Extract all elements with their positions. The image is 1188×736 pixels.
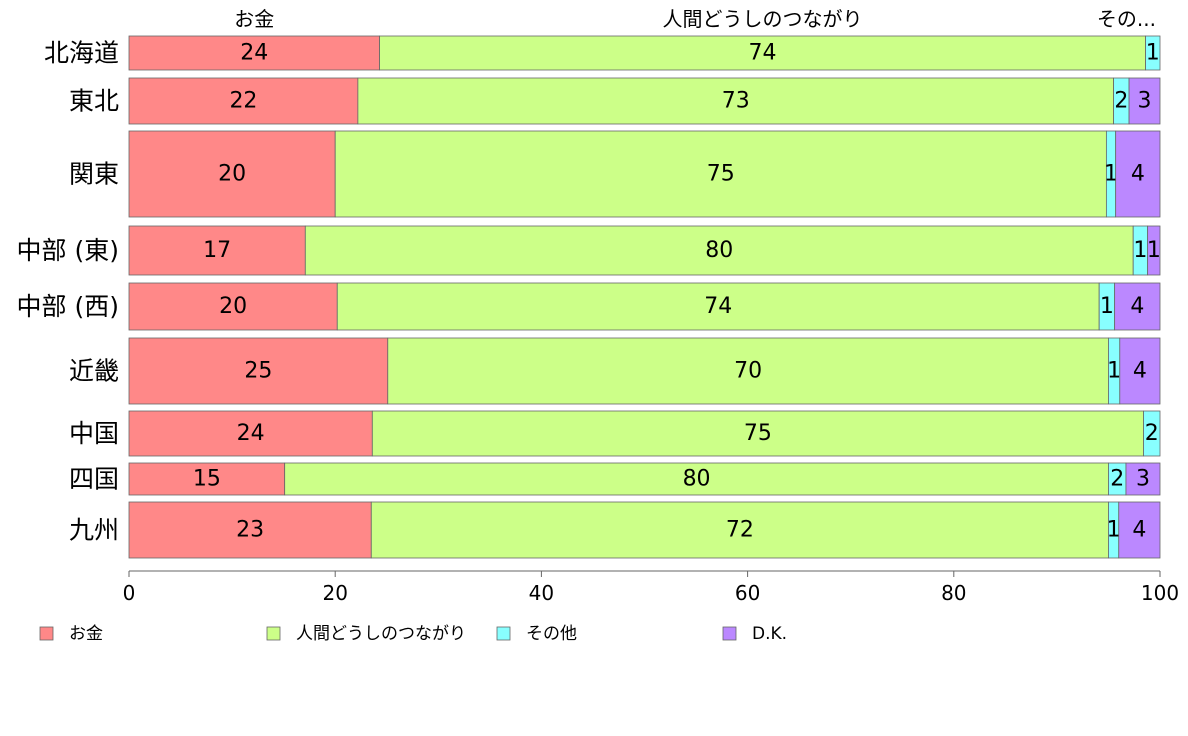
legend-swatch: [39, 626, 54, 641]
x-tick-label: 20: [322, 581, 347, 605]
bar-segment: [1143, 410, 1161, 457]
data-label: 23: [236, 518, 264, 543]
bar-segment: [371, 410, 1144, 457]
bar-segment: [128, 410, 373, 457]
data-label: 70: [734, 359, 762, 384]
bar-segment: [1119, 337, 1161, 405]
data-label: 72: [726, 518, 754, 543]
bar-segment: [1128, 77, 1161, 125]
data-label: 17: [203, 238, 231, 263]
bar-segment: [128, 282, 338, 331]
x-tick-label: 0: [123, 581, 136, 605]
x-tick-label: 60: [735, 581, 760, 605]
category-label: 中国: [69, 419, 119, 448]
bar-segment: [387, 337, 1109, 405]
data-label: 3: [1138, 89, 1152, 114]
data-label: 1: [1146, 41, 1160, 66]
bar-segment: [1145, 35, 1161, 71]
data-label: 1: [1100, 294, 1114, 319]
data-label: 3: [1136, 467, 1150, 492]
data-label: 1: [1147, 238, 1161, 263]
data-label: 75: [744, 421, 772, 446]
segment-header-label: 人間どうしのつながり: [663, 7, 863, 31]
bar-segment: [128, 501, 372, 559]
data-label: 80: [683, 467, 711, 492]
bar-segment: [128, 225, 306, 276]
bar-segment: [284, 462, 1109, 496]
data-label: 2: [1110, 467, 1124, 492]
bar-segment: [128, 35, 380, 71]
category-label: 北海道: [44, 39, 119, 68]
data-label: 2: [1145, 421, 1159, 446]
data-label: 24: [237, 421, 265, 446]
data-label: 1: [1104, 162, 1118, 187]
data-label: 4: [1130, 294, 1144, 319]
legend-entry: D.K.: [752, 624, 787, 644]
bar-segment: [1114, 282, 1161, 331]
bar-segment: [128, 130, 336, 218]
legend-swatch: [266, 626, 281, 641]
data-label: 1: [1107, 518, 1121, 543]
data-label: 20: [219, 294, 247, 319]
bar-segment: [334, 130, 1107, 218]
category-label: 近畿: [69, 357, 119, 386]
data-label: 20: [218, 162, 246, 187]
data-label: 74: [704, 294, 732, 319]
data-label: 73: [722, 89, 750, 114]
data-label: 2: [1114, 89, 1128, 114]
bar-segment: [1118, 501, 1161, 559]
bar-segment: [1147, 225, 1161, 276]
data-label: 1: [1107, 359, 1121, 384]
category-label: 関東: [69, 160, 119, 189]
data-label: 4: [1131, 162, 1145, 187]
data-label: 75: [707, 162, 735, 187]
data-label: 25: [244, 359, 272, 384]
data-label: 22: [229, 89, 257, 114]
data-label: 15: [193, 467, 221, 492]
bar-segment: [1125, 462, 1161, 496]
category-label: 九州: [69, 516, 119, 545]
data-label: 1: [1133, 238, 1147, 263]
bar-segment: [357, 77, 1115, 125]
data-label: 24: [240, 41, 268, 66]
data-label: 4: [1133, 359, 1147, 384]
x-tick-label: 40: [529, 581, 554, 605]
category-label: 中部 (西): [17, 292, 119, 321]
category-label: 四国: [69, 465, 119, 494]
legend-swatch: [496, 626, 511, 641]
segment-header-label: その...: [1097, 7, 1156, 31]
data-label: 4: [1132, 518, 1146, 543]
bar-segment: [304, 225, 1134, 276]
legend-swatch: [722, 626, 737, 641]
bar-segment: [370, 501, 1109, 559]
data-label: 80: [705, 238, 733, 263]
legend-entry: その他: [526, 624, 577, 644]
legend-entry: 人間どうしのつながり: [296, 624, 466, 644]
bar-segment: [1115, 130, 1161, 218]
bar-segment: [128, 77, 359, 125]
x-tick-label: 80: [941, 581, 966, 605]
bar-segment: [128, 337, 389, 405]
bar-segment: [379, 35, 1146, 71]
data-label: 74: [749, 41, 777, 66]
legend-entry: お金: [69, 624, 103, 644]
category-label: 東北: [69, 87, 119, 116]
category-label: 中部 (東): [17, 236, 119, 265]
x-tick-label: 100: [1141, 581, 1179, 605]
bar-segment: [336, 282, 1100, 331]
segment-header-label: お金: [234, 7, 274, 31]
